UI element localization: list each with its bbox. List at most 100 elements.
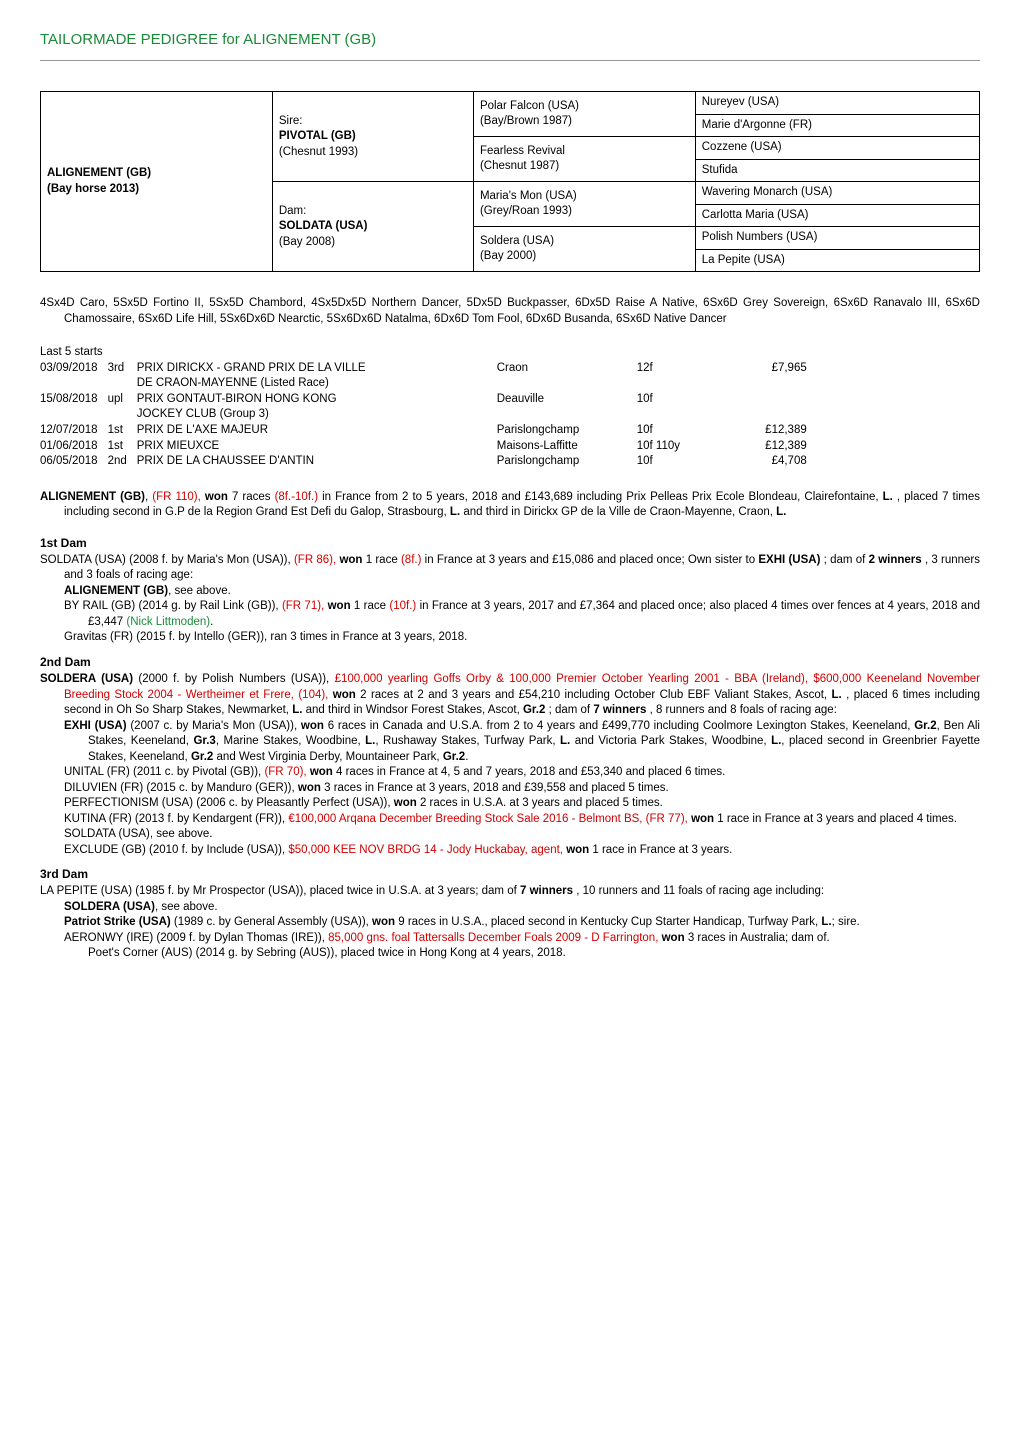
t: , 8 runners and 8 foals of racing age:	[650, 704, 837, 716]
dam2-soldata: SOLDATA (USA), see above.	[64, 827, 980, 843]
summary-dists: (8f.-10f.)	[275, 491, 318, 503]
dam2-soldera: SOLDERA (USA) (2000 f. by Polish Numbers…	[40, 672, 980, 719]
t: UNITAL (FR) (2011 c. by Pivotal (GB)),	[64, 766, 264, 778]
t: BY RAIL (GB) (2014 g. by Rail Link (GB))…	[64, 600, 282, 612]
t: won	[339, 554, 362, 566]
last-starts: Last 5 starts 03/09/20183rdPRIX DIRICKX …	[40, 345, 980, 469]
start-course: Parislongchamp	[497, 454, 637, 470]
table-row: 01/06/20181stPRIX MIEUXCEMaisons-Laffitt…	[40, 439, 817, 455]
t: SOLDERA (USA)	[40, 673, 133, 685]
t: 7 winners	[520, 885, 573, 897]
t: , Marine Stakes, Woodbine,	[216, 735, 365, 747]
summary-L2: L.	[450, 506, 460, 518]
dam-dam-name: Soldera (USA)	[480, 235, 554, 247]
t: , see above.	[168, 585, 231, 597]
t: KUTINA (FR) (2013 f. by Kendargent (FR))…	[64, 813, 288, 825]
summary-won: won	[205, 491, 228, 503]
summary-text-1: in France from 2 to 5 years, 2018 and £1…	[322, 491, 883, 503]
t: L.	[292, 704, 302, 716]
t: won	[394, 797, 417, 809]
sire-dam: Fearless Revival (Chesnut 1987)	[473, 137, 695, 182]
horse-summary: ALIGNEMENT (GB), (FR 110), won 7 races (…	[40, 490, 980, 521]
dam3-poets-corner: Poet's Corner (AUS) (2014 g. by Sebring …	[88, 946, 980, 962]
t: EXHI (USA)	[64, 720, 127, 732]
t: .	[465, 751, 468, 763]
start-date: 15/08/2018	[40, 392, 108, 423]
t: (2000 f. by Polish Numbers (USA)),	[133, 673, 335, 685]
dam-dam: Soldera (USA) (Bay 2000)	[473, 227, 695, 272]
pedigree-sire: Sire: PIVOTAL (GB) (Chesnut 1993)	[272, 92, 473, 182]
t: in France at 3 years and £15,086 and pla…	[425, 554, 759, 566]
sire-sire: Polar Falcon (USA) (Bay/Brown 1987)	[473, 92, 695, 137]
sire-sire-name: Polar Falcon (USA)	[480, 100, 579, 112]
start-dist: 10f	[637, 454, 727, 470]
t: , 10 runners and 11 foals of racing age …	[576, 885, 824, 897]
dam-sire-detail: (Grey/Roan 1993)	[480, 205, 572, 217]
start-race: PRIX DIRICKX - GRAND PRIX DE LA VILLEDE …	[137, 361, 497, 392]
pedigree-dam: Dam: SOLDATA (USA) (Bay 2008)	[272, 182, 473, 272]
sire-dam-name: Fearless Revival	[480, 145, 565, 157]
summary-text-3: and third in Dirickx GP de la Ville de C…	[463, 506, 776, 518]
start-prize	[727, 392, 817, 423]
t: 1 race in France at 3 years.	[592, 844, 732, 856]
page-title: TAILORMADE PEDIGREE for ALIGNEMENT (GB)	[40, 30, 980, 61]
t: ; dam of	[549, 704, 594, 716]
start-pos: 2nd	[108, 454, 137, 470]
t: L.	[821, 916, 831, 928]
t: (8f.)	[401, 554, 421, 566]
t: 3 races in Australia; dam of.	[688, 932, 830, 944]
gen4-1: Nureyev (USA)	[695, 92, 979, 115]
dam1-soldata: SOLDATA (USA) (2008 f. by Maria's Mon (U…	[40, 553, 980, 584]
sire-sire-detail: (Bay/Brown 1987)	[480, 115, 572, 127]
dam3-soldera: SOLDERA (USA), see above.	[64, 900, 980, 916]
t: $50,000 KEE NOV BRDG 14 - Jody Huckabay,…	[288, 844, 563, 856]
start-date: 06/05/2018	[40, 454, 108, 470]
start-course: Maisons-Laffitte	[497, 439, 637, 455]
t: EXCLUDE (GB) (2010 f. by Include (USA)),	[64, 844, 288, 856]
t: ; dam of	[824, 554, 869, 566]
t: 9 races in U.S.A., placed second in Kent…	[395, 916, 821, 928]
dam-label: Dam:	[279, 205, 306, 217]
t: and West Virginia Derby, Mountaineer Par…	[213, 751, 442, 763]
sire-label: Sire:	[279, 115, 303, 127]
t: PERFECTIONISM (USA) (2006 c. by Pleasant…	[64, 797, 394, 809]
sire-detail: (Chesnut 1993)	[279, 146, 358, 158]
dam2-exclude: EXCLUDE (GB) (2010 f. by Include (USA)),…	[64, 843, 980, 859]
dam1-alignement: ALIGNEMENT (GB), see above.	[64, 584, 980, 600]
gen4-3: Cozzene (USA)	[695, 137, 979, 160]
dam3-patriot: Patriot Strike (USA) (1989 c. by General…	[64, 915, 980, 931]
summary-rating: (FR 110),	[152, 491, 201, 503]
dam1-heading: 1st Dam	[40, 535, 980, 551]
gen4-6: Carlotta Maria (USA)	[695, 204, 979, 227]
sire-dam-detail: (Chesnut 1987)	[480, 160, 559, 172]
start-date: 12/07/2018	[40, 423, 108, 439]
t: and third in Windsor Forest Stakes, Asco…	[306, 704, 523, 716]
summary-name: ALIGNEMENT (GB)	[40, 491, 145, 503]
table-row: 12/07/20181stPRIX DE L'AXE MAJEURParislo…	[40, 423, 817, 439]
dam-sire: Maria's Mon (USA) (Grey/Roan 1993)	[473, 182, 695, 227]
start-prize: £4,708	[727, 454, 817, 470]
start-date: 03/09/2018	[40, 361, 108, 392]
start-pos: upl	[108, 392, 137, 423]
t: , Rushaway Stakes, Turfway Park,	[375, 735, 560, 747]
t: won	[328, 600, 351, 612]
dam3-aeronwy: AERONWY (IRE) (2009 f. by Dylan Thomas (…	[64, 931, 980, 947]
start-date: 01/06/2018	[40, 439, 108, 455]
t: 2 races at 2 and 3 years and £54,210 inc…	[360, 689, 831, 701]
t: €100,000 Arqana December Breeding Stock …	[288, 813, 688, 825]
start-dist: 12f	[637, 361, 727, 392]
t: (1989 c. by General Assembly (USA)),	[171, 916, 372, 928]
subject-name: ALIGNEMENT (GB)	[47, 167, 151, 179]
dam2-heading: 2nd Dam	[40, 654, 980, 670]
gen4-8: La Pepite (USA)	[695, 249, 979, 272]
start-course: Craon	[497, 361, 637, 392]
dam-sire-name: Maria's Mon (USA)	[480, 190, 577, 202]
t: (FR 71),	[282, 600, 324, 612]
t: 1 race in France at 3 years and placed 4…	[717, 813, 957, 825]
summary-L1: L.	[883, 491, 893, 503]
t: L.	[771, 735, 781, 747]
t: won	[566, 844, 589, 856]
t: won	[333, 689, 356, 701]
table-row: 06/05/20182ndPRIX DE LA CHAUSSEE D'ANTIN…	[40, 454, 817, 470]
t: LA PEPITE (USA) (1985 f. by Mr Prospecto…	[40, 885, 520, 897]
